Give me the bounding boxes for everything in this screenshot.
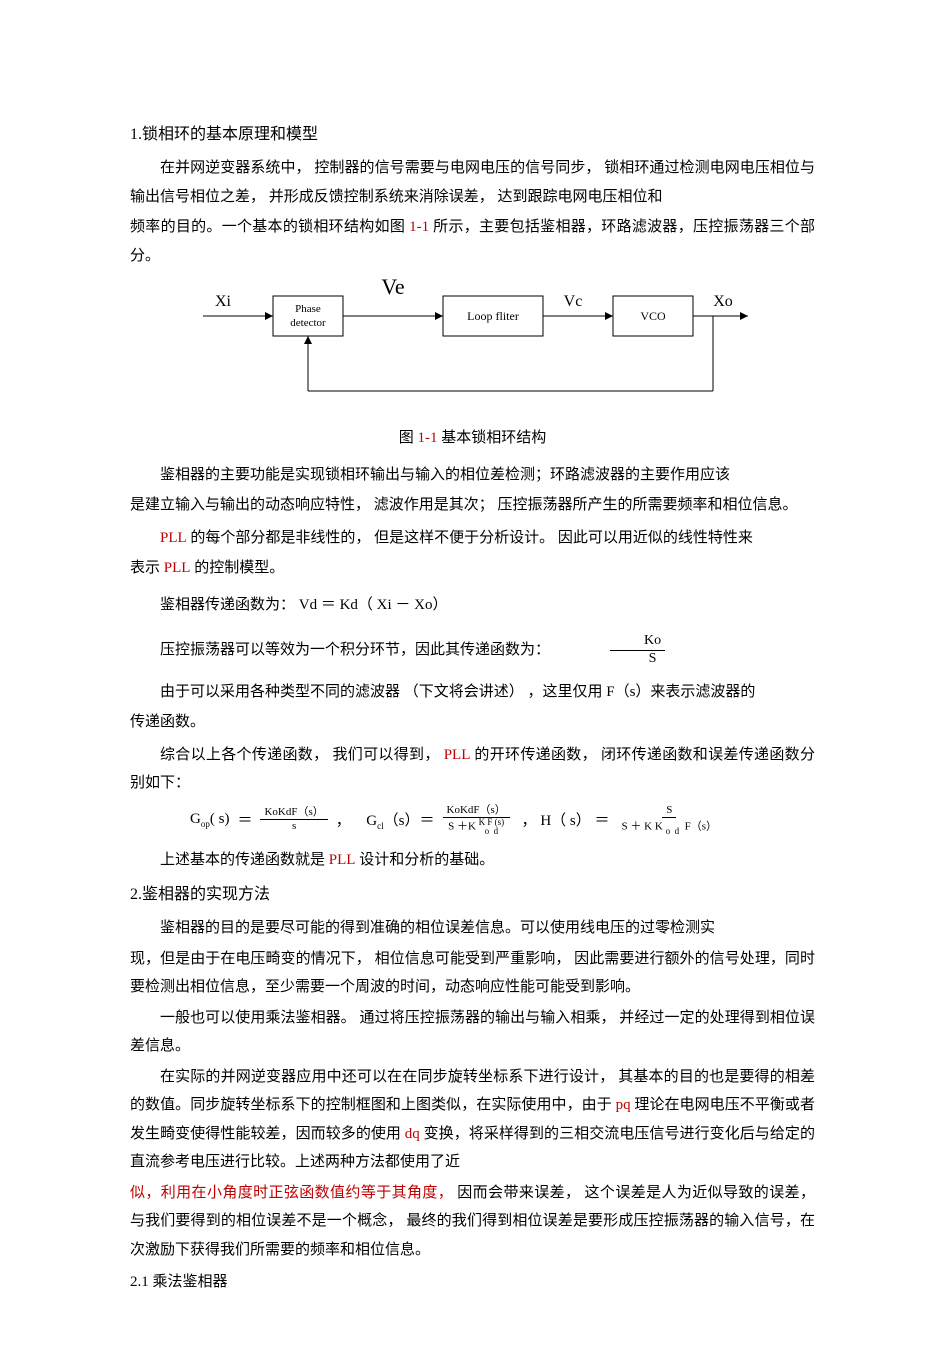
document-page: 1.锁相环的基本原理和模型 在并网逆变器系统中， 控制器的信号需要与电网电压的信…: [0, 0, 945, 1359]
caption-text: 图: [399, 430, 418, 446]
paragraph: 鉴相器的主要功能是实现锁相环输出与输入的相位差检测；环路滤波器的主要作用应该: [130, 461, 815, 490]
ve-label: Ve: [381, 276, 404, 299]
dq-term: dq: [405, 1126, 420, 1142]
paragraph: 频率的目的。一个基本的锁相环结构如图 1-1 所示，主要包括鉴相器，环路滤波器，…: [130, 213, 815, 270]
numerator: Ko: [610, 633, 665, 651]
vco-label: VCO: [640, 309, 666, 323]
pll-term: PLL: [160, 530, 187, 546]
paragraph: 表示 PLL 的控制模型。: [130, 554, 815, 583]
text: 频率的目的。一个基本的锁相环结构如图: [130, 219, 409, 235]
paragraph: 传递函数。: [130, 708, 815, 737]
fraction-gcl: KoKdF（s） S ＋K K F (s) o d: [443, 804, 510, 836]
caption-text: 基本锁相环结构: [438, 430, 547, 446]
paragraph: 在并网逆变器系统中， 控制器的信号需要与电网电压的信号同步， 锁相环通过检测电网…: [130, 154, 815, 211]
fraction-gop: KoKdF（s） s: [260, 806, 327, 833]
paragraph: 综合以上各个传递函数， 我们可以得到， PLL 的开环传递函数， 闭环传递函数和…: [130, 741, 815, 798]
pq-term: pq: [616, 1097, 631, 1113]
pd-label-2: detector: [290, 317, 326, 329]
pd-label-1: Phase: [295, 303, 321, 315]
paragraph: 在实际的并网逆变器应用中还可以在在同步旋转坐标系下进行设计， 其基本的目的也是要…: [130, 1063, 815, 1177]
pll-term: PLL: [329, 852, 356, 868]
caption-num: 1-1: [418, 430, 438, 446]
equals: ＝: [237, 809, 252, 830]
denominator: s: [288, 820, 300, 833]
text: 综合以上各个传递函数， 我们可以得到，: [160, 747, 444, 763]
paragraph: 由于可以采用各种类型不同的滤波器 （下文将会讲述） ，这里仅用 F（s）来表示滤…: [130, 678, 815, 707]
diagram-svg: Phase detector Ve Loop fliter Vc VCO Xo: [193, 276, 753, 416]
section-2-title: 2.鉴相器的实现方法: [130, 880, 815, 904]
pll-term: PLL: [444, 747, 471, 763]
section-2-1-title: 2.1 乘法鉴相器: [130, 1268, 815, 1297]
paragraph: 是建立输入与输出的动态响应特性， 滤波作用是其次； 压控振荡器所产生的所需要频率…: [130, 491, 815, 520]
gcl-symbol: Gcl（s）＝: [366, 809, 434, 831]
figure-caption: 图 1-1 基本锁相环结构: [130, 424, 815, 453]
text: 的控制模型。: [190, 560, 284, 576]
pll-term: PLL: [164, 560, 191, 576]
paragraph: 似，利用在小角度时正弦函数值约等于其角度， 因而会带来误差， 这个误差是人为近似…: [130, 1179, 815, 1265]
denominator: S: [615, 651, 661, 668]
denominator: S ＋K K F (s) o d: [444, 818, 508, 836]
equation-row: Gop( s) ＝ KoKdF（s） s ， Gcl（s）＝ KoKdF（s） …: [190, 804, 815, 836]
fraction-h: S S ＋ K K o d F（s）: [618, 804, 721, 836]
pll-block-diagram: Phase detector Ve Loop fliter Vc VCO Xo: [130, 276, 815, 416]
gop-symbol: Gop( s): [190, 811, 229, 829]
paragraph: 一般也可以使用乘法鉴相器。 通过将压控振荡器的输出与输入相乘， 并经过一定的处理…: [130, 1004, 815, 1061]
lf-label: Loop fliter: [467, 309, 519, 323]
numerator: KoKdF（s）: [443, 804, 510, 818]
highlighted-text: 似，利用在小角度时正弦函数值约等于其角度，: [130, 1185, 453, 1201]
paragraph: 鉴相器的目的是要尽可能的得到准确的相位误差信息。可以使用线电压的过零检测实: [130, 914, 815, 943]
paragraph: 上述基本的传递函数就是 PLL 设计和分析的基础。: [130, 846, 815, 875]
text: 表示: [130, 560, 164, 576]
section-1-title: 1.锁相环的基本原理和模型: [130, 120, 815, 144]
paragraph: 现，但是由于在电压畸变的情况下， 相位信息可能受到严重影响， 因此需要进行额外的…: [130, 945, 815, 1002]
numerator: KoKdF（s）: [260, 806, 327, 820]
text: 设计和分析的基础。: [355, 852, 494, 868]
paragraph: 压控振荡器可以等效为一个积分环节，因此其传递函数为： Ko S: [130, 633, 815, 668]
fraction-ko-s: Ko S: [610, 633, 665, 668]
xo-label: Xo: [713, 293, 733, 310]
numerator: S: [662, 804, 676, 818]
denominator: S ＋ K K o d F（s）: [618, 818, 721, 836]
text: 压控振荡器可以等效为一个积分环节，因此其传递函数为：: [130, 636, 550, 665]
xi-label: Xi: [215, 293, 232, 310]
paragraph: PLL 的每个部分都是非线性的， 但是这样不便于分析设计。 因此可以用近似的线性…: [130, 524, 815, 553]
equation-line: 鉴相器传递函数为： Vd ＝ Kd（ Xi － Xo）: [130, 591, 815, 620]
text: 上述基本的传递函数就是: [160, 852, 329, 868]
figure-ref: 1-1: [409, 219, 429, 235]
text: 的每个部分都是非线性的， 但是这样不便于分析设计。 因此可以用近似的线性特性来: [187, 530, 753, 546]
vc-label: Vc: [563, 293, 582, 310]
